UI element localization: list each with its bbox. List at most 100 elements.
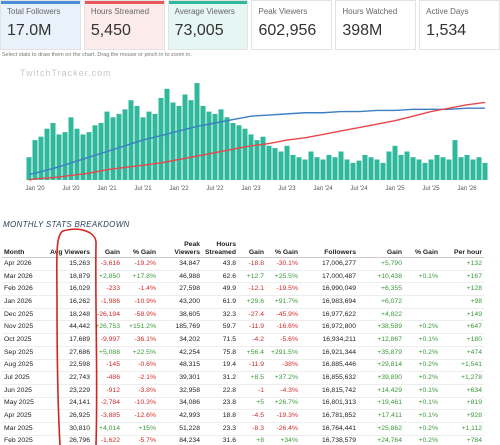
bar [416, 159, 422, 180]
bar [350, 162, 356, 180]
stat-value: 1,534 [426, 22, 467, 39]
bar [62, 132, 68, 180]
table-cell: +1,112 [440, 422, 484, 436]
table-cell: +0.2% [404, 435, 440, 445]
table-cell: +0.1% [404, 409, 440, 423]
bar [302, 159, 308, 180]
table-cell: +8.5 [238, 371, 266, 385]
bar [314, 157, 320, 180]
table-cell: 16,764,441 [300, 422, 358, 436]
stat-tile[interactable]: Active Days 1,534 [419, 0, 500, 50]
x-tick-label: Jul '22 [206, 186, 224, 192]
table-cell: 49.9 [202, 282, 238, 297]
stat-tile[interactable]: Hours Streamed 5,450 [83, 0, 165, 50]
x-tick-label: Jan '26 [457, 186, 477, 192]
stat-value: 5,450 [90, 22, 131, 39]
table-cell: +151.2% [122, 320, 158, 335]
table-row: May 2025 24,141 -2,784 -10.3% 34,086 23.8 +5 +2… [2, 397, 484, 411]
table-cell: +4,822 [358, 308, 404, 322]
table-cell: Feb 2025 [2, 435, 46, 445]
table-cell: 23.3 [202, 422, 238, 436]
table-cell: Apr 2026 [2, 257, 46, 271]
bar [356, 160, 362, 180]
table-cell: +0.2% [404, 359, 440, 373]
table-cell: 75.8 [202, 346, 238, 360]
table-cell: +15% [122, 422, 158, 436]
table-cell: -38% [266, 359, 300, 373]
table-cell: 16,262 [46, 295, 92, 309]
table-cell: +128 [440, 282, 484, 297]
table-cell: 16,781,852 [300, 409, 358, 423]
table-cell: 23.8 [202, 397, 238, 411]
table-cell: +0.2% [404, 422, 440, 436]
table-cell: +474 [440, 346, 484, 360]
stat-tile[interactable]: Total Followers 17.0M [0, 0, 81, 50]
table-cell: +928 [440, 409, 484, 423]
stat-tile[interactable]: Hours Watched 398M [335, 0, 417, 50]
table-cell: -4.5 [238, 409, 266, 423]
table-cell: +25,862 [358, 422, 404, 436]
bar [50, 123, 56, 180]
table-cell: -912 [92, 384, 122, 398]
table-cell: -19.5% [266, 282, 300, 297]
column-header: % Gain [404, 233, 440, 258]
bar [74, 128, 80, 180]
table-row: Nov 2025 44,442 +26,753 +151.2% 185,769 59.7-… [2, 320, 484, 335]
table-cell: 17,006,277 [300, 257, 358, 271]
table-cell: +19,461 [358, 397, 404, 411]
table-cell: -9,997 [92, 333, 122, 347]
bar [80, 134, 86, 180]
bar [68, 117, 74, 180]
stat-tiles: Total Followers 17.0M Hours Streamed 5,450 A… [0, 0, 500, 50]
table-row: Apr 2026 15,263 -3,616 -19.2% 34,847 43.8 -18.… [2, 257, 484, 271]
table-cell: -2,784 [92, 397, 122, 411]
stat-label: Hours Watched [342, 7, 398, 16]
table-cell: 71.5 [202, 333, 238, 347]
table-cell: +0.2% [404, 346, 440, 360]
table-cell: +180 [440, 333, 484, 347]
stat-value: 17.0M [7, 22, 52, 39]
stat-tile[interactable]: Average Viewers 73,005 [167, 0, 249, 50]
table-cell: -4.3% [266, 384, 300, 398]
bar [254, 140, 260, 180]
table-row: Feb 2025 26,796 -1,622 -5.7% 84,234 31.6 +8 +34… [2, 435, 484, 445]
table-cell: -26.4% [266, 422, 300, 436]
table-cell: 16,885,446 [300, 359, 358, 373]
bar [398, 154, 404, 180]
table-cell: -5.7% [122, 435, 158, 445]
table-cell [404, 282, 440, 297]
column-header: % Gain [122, 233, 158, 258]
bar [410, 157, 416, 180]
bar [116, 113, 122, 180]
table-cell: 16,855,632 [300, 371, 358, 385]
table-cell: 17,000,487 [300, 270, 358, 284]
column-header: Gain [358, 233, 404, 258]
x-tick-label: Jul '21 [134, 186, 152, 192]
table-cell: -58.9% [122, 308, 158, 322]
table-cell: -4.2 [238, 333, 266, 347]
table-cell: +291.5% [266, 346, 300, 360]
table-cell: 17,689 [46, 333, 92, 347]
table-cell: -145 [92, 359, 122, 373]
x-tick-label: Jul '25 [422, 186, 440, 192]
bar [278, 151, 284, 180]
table-cell: +1,278 [440, 371, 484, 385]
table-cell: Jan 2026 [2, 295, 46, 309]
table-cell: -11.9 [238, 320, 266, 335]
table-cell: +12,867 [358, 333, 404, 347]
table-cell: 34,202 [158, 333, 202, 347]
bar [230, 123, 236, 180]
table-cell: +56.4 [238, 346, 266, 360]
table-cell: +0.2% [404, 371, 440, 385]
table-cell: 34,847 [158, 257, 202, 271]
table-cell: +14,429 [358, 384, 404, 398]
table-cell: 22.8 [202, 384, 238, 398]
table-cell: +38,589 [358, 320, 404, 335]
table-cell: 16,983,694 [300, 295, 358, 309]
table-cell: 48,315 [158, 359, 202, 373]
stat-tile[interactable]: Peak Viewers 602,956 [251, 0, 333, 50]
table-cell: +22.5% [122, 346, 158, 360]
table-cell [404, 308, 440, 322]
table-cell: +149 [440, 308, 484, 322]
bar [92, 125, 98, 180]
